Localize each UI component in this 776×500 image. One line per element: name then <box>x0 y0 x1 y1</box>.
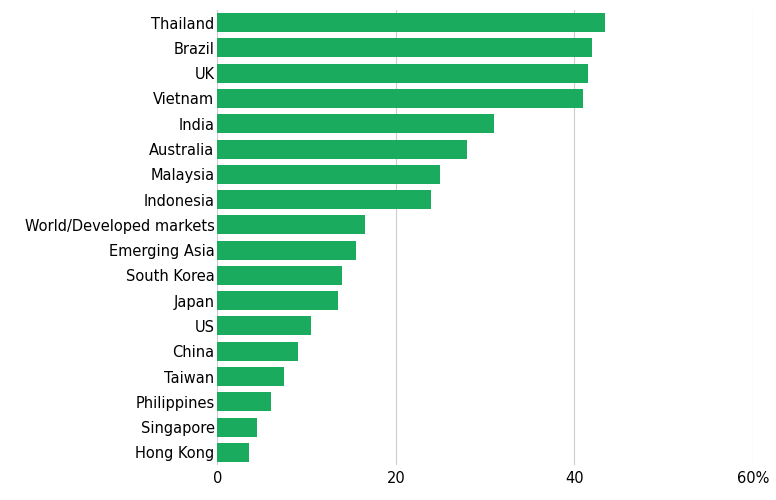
Bar <box>217 240 355 260</box>
Bar <box>217 165 441 184</box>
Bar <box>217 291 338 310</box>
Bar <box>217 367 284 386</box>
Bar <box>217 64 587 82</box>
Bar <box>217 216 365 234</box>
Bar <box>217 443 248 462</box>
Bar <box>217 342 298 360</box>
Bar <box>217 266 342 285</box>
Bar <box>217 140 467 158</box>
Bar <box>217 89 584 108</box>
Bar <box>217 418 258 436</box>
Bar <box>217 13 605 32</box>
Bar <box>217 114 494 133</box>
Bar <box>217 316 311 336</box>
Bar <box>217 38 592 58</box>
Bar <box>217 190 431 209</box>
Bar <box>217 392 271 411</box>
